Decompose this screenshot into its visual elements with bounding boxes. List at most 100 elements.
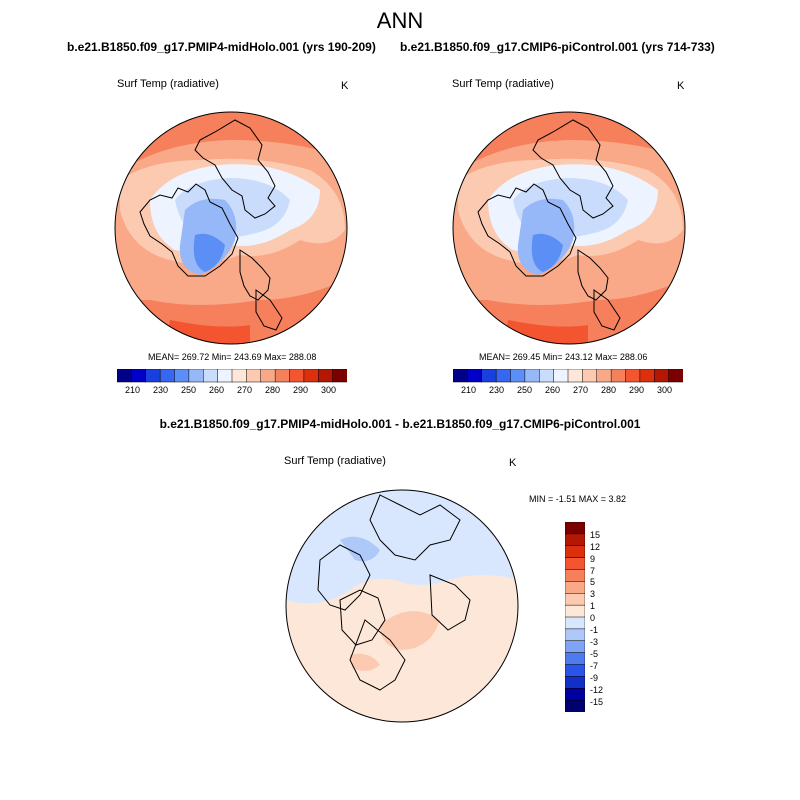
colorbar-swatch: [495, 369, 512, 383]
difference-colorbar-label: 0: [590, 613, 596, 623]
left-map-boundary: [114, 111, 348, 345]
right-panel-variable: Surf Temp (radiative): [452, 78, 554, 90]
left-colorbar-label: 290: [293, 385, 309, 395]
colorbar-swatch: [565, 699, 585, 712]
left-colorbar-swatches: [117, 369, 347, 383]
difference-coastlines: [317, 494, 471, 691]
colorbar-swatch: [481, 369, 497, 383]
colorbar-swatch: [217, 369, 233, 383]
right-coastlines: [477, 119, 621, 331]
left-colorbar-label: 230: [153, 385, 169, 395]
right-panel-case-title: b.e21.B1850.f09_g17.CMIP6-piControl.001 …: [400, 40, 715, 54]
colorbar-swatch: [188, 369, 204, 383]
left-panel-variable: Surf Temp (radiative): [117, 78, 219, 90]
colorbar-swatch: [639, 369, 655, 383]
colorbar-swatch: [467, 369, 483, 383]
difference-colorbar-label: 9: [590, 554, 596, 564]
difference-variable: Surf Temp (radiative): [284, 455, 386, 467]
right-panel-units: K: [677, 80, 685, 92]
difference-polar-map: [286, 490, 518, 722]
colorbar-swatch: [453, 369, 468, 383]
difference-colorbar-label: -7: [590, 661, 599, 671]
colorbar-swatch: [539, 369, 555, 383]
colorbar-swatch: [565, 545, 585, 559]
colorbar-swatch: [565, 616, 585, 630]
left-colorbar-label: 210: [125, 385, 141, 395]
colorbar-swatch: [610, 369, 627, 383]
colorbar-swatch: [303, 369, 319, 383]
colorbar-swatch: [260, 369, 276, 383]
colorbar-swatch: [565, 604, 585, 618]
right-colorbar-label: 280: [601, 385, 617, 395]
difference-stats: MIN = -1.51 MAX = 3.82: [529, 494, 627, 504]
colorbar-swatch: [565, 557, 585, 571]
colorbar-swatch: [565, 581, 585, 594]
difference-colorbar-label: 1: [590, 601, 596, 611]
colorbar-swatch: [174, 369, 190, 383]
colorbar-swatch: [159, 369, 176, 383]
colorbar-swatch: [553, 369, 569, 383]
right-colorbar-label: 260: [545, 385, 561, 395]
difference-colorbar-label: -1: [590, 625, 599, 635]
colorbar-swatch: [565, 652, 585, 666]
right-colorbar-label: 250: [517, 385, 533, 395]
difference-colorbar-label: 12: [590, 542, 601, 552]
difference-colorbar-label: 5: [590, 577, 596, 587]
difference-map-boundary: [285, 489, 519, 723]
difference-colorbar-label: -5: [590, 649, 599, 659]
colorbar-swatch: [565, 640, 585, 654]
right-colorbar-label: 270: [573, 385, 589, 395]
colorbar-swatch: [203, 369, 219, 383]
left-coastlines: [139, 119, 283, 331]
colorbar-swatch: [289, 369, 305, 383]
colorbar-swatch: [131, 369, 147, 383]
right-colorbar-label: 210: [461, 385, 477, 395]
left-colorbar-label: 260: [209, 385, 225, 395]
right-colorbar-label: 230: [489, 385, 505, 395]
left-colorbar-label: 270: [237, 385, 253, 395]
right-colorbar: [453, 369, 683, 383]
left-panel-units: K: [341, 80, 349, 92]
colorbar-swatch: [231, 369, 247, 383]
difference-colorbar-swatches: [565, 522, 585, 712]
colorbar-swatch: [567, 369, 583, 383]
colorbar-swatch: [318, 369, 334, 383]
right-colorbar-label: 300: [657, 385, 673, 395]
difference-colorbar-label: -3: [590, 637, 599, 647]
colorbar-swatch: [565, 593, 585, 606]
left-panel-case-title: b.e21.B1850.f09_g17.PMIP4-midHolo.001 (y…: [67, 40, 376, 54]
difference-colorbar-label: -15: [590, 697, 604, 707]
left-colorbar-labels: 210 230 250 260 270 280 290 300: [117, 385, 347, 399]
right-map-boundary: [452, 111, 686, 345]
right-panel-stats: MEAN= 269.45 Min= 243.12 Max= 288.06: [479, 352, 648, 362]
colorbar-swatch: [117, 369, 132, 383]
difference-colorbar-label: 7: [590, 566, 596, 576]
right-colorbar-label: 290: [629, 385, 645, 395]
colorbar-swatch: [565, 522, 585, 535]
colorbar-swatch: [145, 369, 161, 383]
colorbar-swatch: [596, 369, 612, 383]
difference-title: b.e21.B1850.f09_g17.PMIP4-midHolo.001 - …: [159, 417, 641, 431]
right-colorbar-swatches: [453, 369, 683, 383]
colorbar-swatch: [524, 369, 540, 383]
difference-colorbar-labels: 15 12 9 7 5 3 1 0 -1 -3 -5 -7 -9 -12 -15: [590, 522, 620, 712]
colorbar-swatch: [274, 369, 291, 383]
colorbar-swatch: [565, 533, 585, 547]
difference-colorbar-label: -9: [590, 673, 599, 683]
difference-colorbar-label: 15: [590, 530, 601, 540]
colorbar-swatch: [625, 369, 641, 383]
left-colorbar-label: 300: [321, 385, 337, 395]
right-colorbar-labels: 210 230 250 260 270 280 290 300: [453, 385, 683, 399]
difference-colorbar-label: -12: [590, 685, 604, 695]
difference-colorbar: [565, 522, 585, 712]
main-title: ANN: [376, 8, 424, 33]
colorbar-swatch: [668, 369, 683, 383]
colorbar-swatch: [510, 369, 526, 383]
colorbar-swatch: [565, 664, 585, 677]
left-panel-stats: MEAN= 269.72 Min= 243.69 Max= 288.08: [148, 352, 317, 362]
colorbar-swatch: [582, 369, 598, 383]
left-colorbar: [117, 369, 347, 383]
colorbar-swatch: [654, 369, 670, 383]
colorbar-swatch: [565, 688, 585, 701]
